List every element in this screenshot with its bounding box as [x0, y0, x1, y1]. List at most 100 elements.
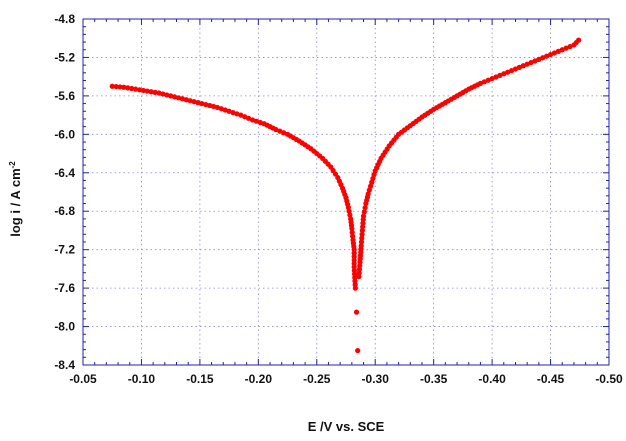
- x-tick-label: -0.50: [595, 372, 623, 386]
- x-tick-label: -0.15: [186, 372, 214, 386]
- data-series: [109, 37, 582, 354]
- data-point: [136, 87, 143, 93]
- data-point: [148, 89, 154, 95]
- data-point: [544, 53, 550, 59]
- data-point: [203, 101, 209, 108]
- grid-lines: [83, 19, 609, 365]
- y-tick-label: -4.8: [54, 12, 75, 26]
- x-tick-label: -0.30: [362, 372, 390, 386]
- data-point: [520, 63, 526, 69]
- x-tick-label: -0.05: [69, 372, 97, 386]
- data-point: [238, 112, 244, 118]
- data-point: [273, 126, 279, 133]
- data-point: [489, 75, 495, 82]
- data-point: [144, 88, 150, 94]
- data-point: [551, 50, 558, 56]
- x-tick-label: -0.45: [537, 372, 565, 386]
- data-point: [353, 309, 360, 315]
- data-point: [281, 130, 287, 136]
- data-point: [567, 43, 573, 50]
- y-tick-label: -6.0: [54, 127, 75, 141]
- data-point: [481, 79, 487, 85]
- axis-ticks: [82, 18, 610, 366]
- x-axis-tick-labels: -0.05 -0.10 -0.15 -0.20 -0.25 -0.30 -0.35 -0.40…: [69, 372, 623, 386]
- data-point: [350, 233, 356, 239]
- x-tick-label: -0.10: [128, 372, 156, 386]
- data-point: [179, 96, 185, 102]
- y-axis-title: log i / A cm-2: [8, 161, 23, 237]
- data-point: [512, 66, 519, 72]
- data-point: [195, 100, 201, 106]
- data-point: [156, 90, 162, 96]
- data-point: [362, 205, 368, 211]
- data-point: [576, 37, 582, 43]
- data-point: [140, 87, 146, 94]
- data-point: [563, 45, 569, 51]
- data-point: [109, 83, 115, 89]
- data-point: [547, 51, 554, 58]
- data-point: [528, 59, 534, 66]
- data-point: [349, 229, 355, 235]
- data-point: [355, 347, 361, 354]
- data-point: [207, 102, 213, 109]
- y-tick-label: -8.0: [54, 320, 75, 334]
- data-point: [164, 92, 170, 98]
- data-point: [555, 48, 561, 54]
- data-point: [505, 69, 511, 75]
- data-point: [129, 85, 135, 92]
- data-point: [559, 47, 565, 53]
- data-point: [277, 128, 283, 134]
- plot-area: [82, 18, 610, 366]
- data-point: [349, 225, 355, 232]
- data-point: [171, 94, 178, 100]
- data-point: [359, 235, 365, 241]
- data-point: [187, 98, 193, 104]
- data-point: [191, 99, 197, 105]
- data-point: [133, 86, 139, 92]
- data-point: [358, 239, 365, 245]
- y-tick-label: -6.4: [54, 166, 75, 180]
- y-tick-label: -5.2: [54, 50, 75, 64]
- data-point: [536, 56, 542, 62]
- data-point: [497, 72, 503, 78]
- data-point: [160, 91, 166, 97]
- data-point: [121, 84, 127, 90]
- data-point: [125, 85, 131, 91]
- data-point: [168, 93, 174, 99]
- data-point: [477, 80, 484, 86]
- data-point: [113, 83, 119, 90]
- data-point: [501, 71, 507, 77]
- data-point: [175, 95, 182, 101]
- y-tick-label: -7.6: [54, 281, 75, 295]
- data-point: [359, 231, 365, 237]
- x-tick-label: -0.35: [420, 372, 448, 386]
- data-point: [210, 103, 217, 110]
- y-axis-title-main: log i / A cm: [8, 168, 23, 236]
- data-point: [361, 209, 367, 215]
- x-tick-label: -0.20: [245, 372, 273, 386]
- data-point: [199, 100, 205, 107]
- x-tick-label: -0.40: [478, 372, 506, 386]
- y-tick-label: -8.4: [54, 358, 75, 372]
- data-point: [358, 243, 364, 249]
- data-point: [117, 84, 123, 90]
- data-point: [516, 64, 522, 70]
- data-point: [352, 285, 358, 291]
- y-axis-tick-labels: -4.8 -5.2 -5.6 -6.0 -6.4 -6.8 -7.2 -7.6 -8.0 -8.4: [54, 12, 75, 372]
- y-tick-label: -5.6: [54, 89, 75, 103]
- y-tick-label: -7.2: [54, 243, 75, 257]
- data-point: [183, 97, 189, 103]
- data-point: [493, 74, 499, 80]
- data-point: [524, 61, 530, 67]
- x-axis-title: E /V vs. SCE: [308, 419, 385, 434]
- y-axis-title-superscript: -2: [8, 161, 17, 169]
- x-tick-label: -0.25: [303, 372, 331, 386]
- y-tick-label: -6.8: [54, 204, 75, 218]
- data-point: [152, 89, 158, 95]
- data-point: [360, 213, 367, 219]
- data-point: [242, 114, 248, 120]
- data-point: [540, 55, 546, 61]
- data-point: [508, 67, 515, 74]
- data-point: [532, 58, 538, 64]
